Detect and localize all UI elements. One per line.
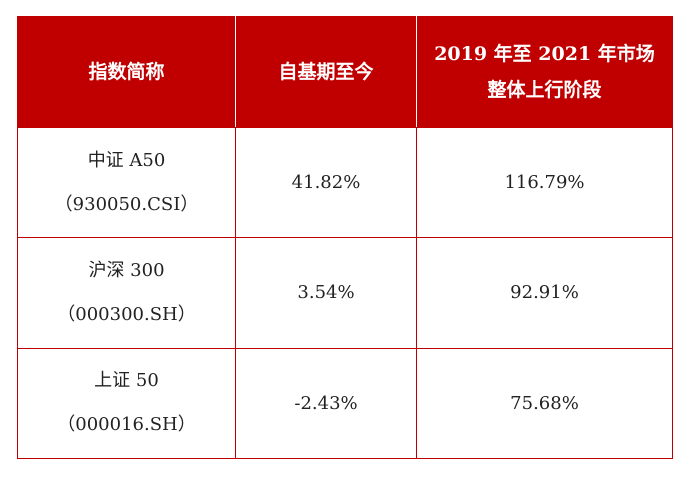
cell-since-base: 3.54%: [235, 237, 417, 349]
header-since-base: 自基期至今: [235, 16, 417, 128]
index-name: 中证 A50: [87, 149, 166, 171]
table-row: 沪深 300 （000300.SH） 3.54% 92.91%: [17, 237, 673, 349]
table-row: 上证 50 （000016.SH） -2.43% 75.68%: [17, 347, 673, 460]
cell-index-name: 中证 A50 （930050.CSI）: [17, 126, 236, 239]
index-code: （000300.SH）: [57, 303, 196, 325]
header-index-name: 指数简称: [17, 16, 236, 128]
cell-rally: 116.79%: [416, 126, 673, 239]
index-code: （000016.SH）: [57, 414, 196, 436]
cell-since-base: -2.43%: [235, 347, 417, 460]
cell-rally: 92.91%: [416, 237, 673, 349]
table-row: 中证 A50 （930050.CSI） 41.82% 116.79%: [17, 126, 673, 239]
header-rally-line2: 整体上行阶段: [487, 79, 602, 101]
cell-rally: 75.68%: [416, 347, 673, 460]
header-rally-line1: 2019 年至 2021 年市场: [434, 43, 655, 65]
cell-index-name: 上证 50 （000016.SH）: [17, 347, 236, 460]
index-name: 沪深 300: [88, 259, 165, 281]
index-name: 上证 50: [94, 370, 159, 392]
cell-index-name: 沪深 300 （000300.SH）: [17, 237, 236, 349]
index-performance-table: 指数简称 自基期至今 2019 年至 2021 年市场 整体上行阶段 中证 A5…: [17, 16, 673, 460]
header-rally-period: 2019 年至 2021 年市场 整体上行阶段: [416, 16, 673, 128]
index-code: （930050.CSI）: [54, 193, 199, 215]
table-header-row: 指数简称 自基期至今 2019 年至 2021 年市场 整体上行阶段: [17, 16, 673, 128]
cell-since-base: 41.82%: [235, 126, 417, 239]
